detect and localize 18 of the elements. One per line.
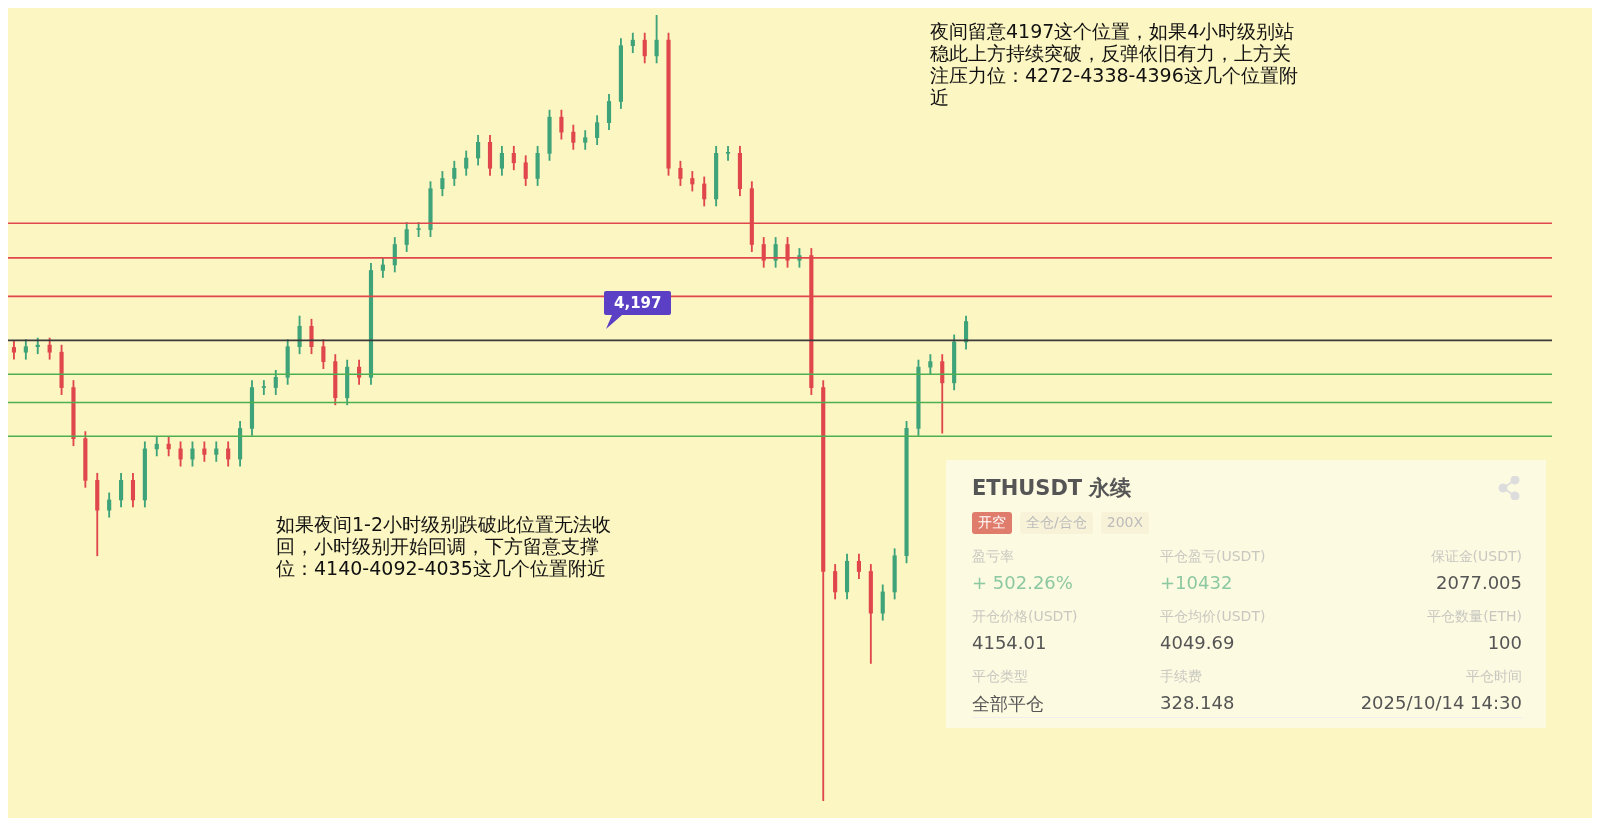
text: +10432 [1160, 572, 1234, 593]
annotation: 4,197 [604, 291, 672, 315]
text: 4049.69 [1160, 632, 1236, 653]
candlestick [725, 145, 731, 161]
text: ETHUSDT 永续 [972, 475, 1132, 502]
text: 全仓/合仓 [1020, 512, 1093, 534]
text: 全部平仓 [972, 692, 1044, 716]
candlestick [261, 380, 266, 395]
text: 2025/10/14 14:30 [1360, 692, 1522, 713]
text: + 502.26% [972, 572, 1073, 593]
text: 100 [1486, 632, 1522, 653]
text: 200X [1100, 512, 1150, 534]
annotation: 夜间留意4197这个位置，如果4小时级别站稳此上方持续突破，反弹依旧有力，上方关注压力位：4272-4338-4396这几个位置附近 [930, 20, 1299, 108]
annotation: 如果夜间1-2小时级别跌破此位置无法收回，小时级别开始回调，下方留意支撑位：4140-4092-4035这几个位置附近 [276, 513, 613, 579]
text: 开空 [972, 512, 1012, 534]
text: 4154.01 [972, 632, 1048, 653]
text: 2077.005 [1435, 572, 1522, 593]
text: 328.148 [1160, 692, 1235, 713]
